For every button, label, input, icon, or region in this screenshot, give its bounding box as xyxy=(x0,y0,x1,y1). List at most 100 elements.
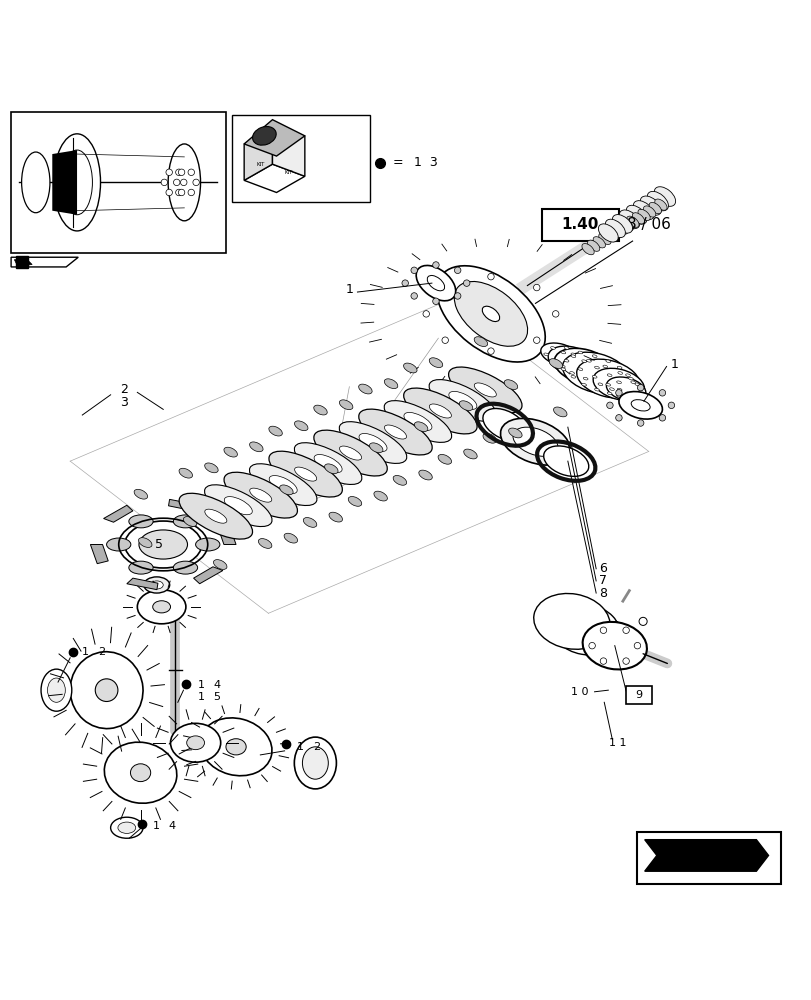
Circle shape xyxy=(659,390,665,396)
Ellipse shape xyxy=(598,383,602,386)
Text: 8 / 06: 8 / 06 xyxy=(626,217,670,232)
Ellipse shape xyxy=(482,306,499,322)
Ellipse shape xyxy=(137,590,186,624)
Circle shape xyxy=(615,390,621,396)
Ellipse shape xyxy=(348,496,361,506)
Text: 7: 7 xyxy=(598,574,606,587)
Polygon shape xyxy=(11,257,78,267)
Ellipse shape xyxy=(594,366,599,369)
Ellipse shape xyxy=(616,366,621,369)
Ellipse shape xyxy=(611,215,632,233)
Ellipse shape xyxy=(581,383,586,386)
Ellipse shape xyxy=(504,380,517,390)
Ellipse shape xyxy=(577,368,582,370)
Ellipse shape xyxy=(403,388,477,434)
Ellipse shape xyxy=(654,187,675,206)
Ellipse shape xyxy=(551,604,619,655)
Ellipse shape xyxy=(474,383,496,397)
Text: 2: 2 xyxy=(312,742,320,752)
Text: 1: 1 xyxy=(82,647,89,657)
Text: 1: 1 xyxy=(152,821,160,831)
Ellipse shape xyxy=(543,446,588,476)
Ellipse shape xyxy=(178,468,192,478)
Ellipse shape xyxy=(617,372,622,374)
Ellipse shape xyxy=(436,266,544,362)
Ellipse shape xyxy=(625,205,646,224)
Ellipse shape xyxy=(358,409,431,455)
Ellipse shape xyxy=(95,679,118,701)
Ellipse shape xyxy=(170,723,221,762)
Circle shape xyxy=(533,284,539,291)
Ellipse shape xyxy=(204,463,218,473)
Circle shape xyxy=(165,189,172,196)
Bar xyxy=(625,686,651,704)
Text: 3: 3 xyxy=(120,396,128,409)
Ellipse shape xyxy=(571,616,629,659)
Circle shape xyxy=(633,642,640,649)
Ellipse shape xyxy=(550,359,555,362)
Ellipse shape xyxy=(303,518,316,527)
Ellipse shape xyxy=(62,150,92,215)
Ellipse shape xyxy=(152,601,170,613)
Ellipse shape xyxy=(577,351,582,354)
Ellipse shape xyxy=(22,152,50,213)
Ellipse shape xyxy=(428,380,496,421)
Ellipse shape xyxy=(459,401,472,411)
Text: 4: 4 xyxy=(169,821,176,831)
Ellipse shape xyxy=(483,433,496,443)
Circle shape xyxy=(175,169,182,176)
Circle shape xyxy=(161,179,167,186)
Ellipse shape xyxy=(179,493,252,539)
Ellipse shape xyxy=(324,464,337,474)
Ellipse shape xyxy=(581,360,586,363)
Ellipse shape xyxy=(110,817,143,838)
Ellipse shape xyxy=(569,372,573,374)
Ellipse shape xyxy=(294,467,316,481)
Ellipse shape xyxy=(630,395,635,397)
Ellipse shape xyxy=(637,209,650,221)
Circle shape xyxy=(178,169,185,176)
Text: 6: 6 xyxy=(598,562,606,575)
Ellipse shape xyxy=(314,455,341,473)
Ellipse shape xyxy=(249,464,316,506)
Ellipse shape xyxy=(543,353,548,356)
Ellipse shape xyxy=(225,739,246,755)
Ellipse shape xyxy=(213,560,227,569)
Ellipse shape xyxy=(591,375,596,378)
Ellipse shape xyxy=(328,512,342,522)
Ellipse shape xyxy=(139,538,152,547)
Polygon shape xyxy=(127,578,158,590)
Text: 1  3: 1 3 xyxy=(414,156,437,169)
Polygon shape xyxy=(104,505,133,522)
Ellipse shape xyxy=(560,368,565,370)
Ellipse shape xyxy=(564,359,569,362)
Ellipse shape xyxy=(598,224,617,242)
Text: 1 1: 1 1 xyxy=(608,738,626,748)
Ellipse shape xyxy=(195,538,220,551)
Ellipse shape xyxy=(582,377,587,380)
Ellipse shape xyxy=(587,240,599,251)
Ellipse shape xyxy=(615,223,627,234)
Ellipse shape xyxy=(414,422,427,432)
Ellipse shape xyxy=(268,426,282,436)
Ellipse shape xyxy=(554,348,613,385)
Circle shape xyxy=(175,189,182,196)
Circle shape xyxy=(165,169,172,176)
Ellipse shape xyxy=(369,443,383,453)
Ellipse shape xyxy=(48,678,65,702)
Bar xyxy=(11,112,225,253)
Circle shape xyxy=(638,617,646,625)
Ellipse shape xyxy=(252,127,276,145)
Polygon shape xyxy=(644,840,767,871)
Ellipse shape xyxy=(626,216,638,227)
Circle shape xyxy=(622,658,629,664)
Ellipse shape xyxy=(339,422,406,463)
Bar xyxy=(541,209,618,241)
Ellipse shape xyxy=(125,521,201,568)
Ellipse shape xyxy=(139,530,187,559)
Circle shape xyxy=(659,415,665,421)
Ellipse shape xyxy=(228,496,242,505)
Ellipse shape xyxy=(427,275,444,291)
Ellipse shape xyxy=(576,359,639,398)
Ellipse shape xyxy=(118,822,135,833)
